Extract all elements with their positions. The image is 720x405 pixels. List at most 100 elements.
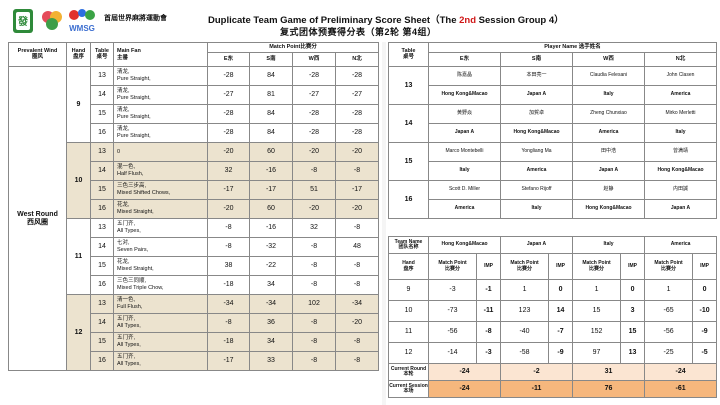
hand-number: 10 [66,142,91,219]
match-point-s: -22 [249,256,293,276]
team-row: Hong Kong&Macao Japan A Italy America [389,85,717,105]
match-point-s: 34 [249,275,293,295]
match-point-n: -34 [334,294,380,314]
main-fan: 三色三同顺, Mixed Triple Chow, [113,275,208,295]
seat-header: S南 [500,52,573,67]
match-point-n: -28 [334,123,380,143]
player-team: Japan A [644,199,717,219]
imp-value: -9 [548,342,574,364]
match-point-n: -20 [334,199,380,219]
player-name: Yongliang Ma [500,142,573,162]
current-round-value: -24 [427,363,502,381]
page-header: 發 WMSG 首屆世界麻將運動會 Duplicate Team Game of … [0,0,720,42]
match-point-s: 84 [249,123,293,143]
hand-number: 11 [66,218,91,295]
main-fan: 清龙, Pure Straight, [113,104,208,124]
current-round-value: -2 [500,363,574,381]
match-point-e: -28 [207,123,250,143]
match-point-e: -18 [207,332,250,352]
match-point-s: -16 [249,218,293,238]
match-point-n: -17 [334,180,380,200]
seat-header: W西 [292,52,336,67]
player-name: 内田誠 [644,180,717,200]
match-point-s: -17 [249,180,293,200]
match-point-e: 32 [207,161,250,181]
seat-header: E东 [428,52,501,67]
match-point-w: -20 [292,199,336,219]
match-point-s: 33 [249,351,293,371]
col-header-player-name: Player Name 选手姓名 [428,42,717,53]
table-number: 13 [388,66,429,105]
match-point-s: 84 [249,104,293,124]
player-team: Hong Kong&Macao [572,199,645,219]
match-point-w: -8 [292,332,336,352]
table-number: 14 [388,104,429,143]
main-fan: 五门齐, All Types, [113,351,208,371]
player-row: 15 Marco Montebelli Yongliang Ma 田中浩 曾满靖 [388,142,717,181]
player-name-table: Table 桌号 Player Name 选手姓名 E东 S南 W西 N北 13 陈嘉晶 本田亮一… [388,42,717,219]
match-point-e: -20 [207,142,250,162]
player-name: 黄野焱 [428,104,501,124]
imp-value: 3 [620,300,646,322]
hand-label: Hand 盘序 [388,253,429,280]
match-point-w: -28 [292,104,336,124]
svg-text:WMSG: WMSG [69,24,95,33]
team-score-table: Team Name 团队名称 Hong Kong&Macao Japan A Italy… [388,236,718,398]
col-header-table: Table 桌号 [388,42,429,67]
match-point-n: -8 [334,332,380,352]
player-team: Japan A [500,85,573,105]
match-point-s: 60 [249,199,293,219]
match-point-e: 38 [207,256,250,276]
match-point-n: -28 [334,104,380,124]
match-point-w: -8 [292,256,336,276]
player-name: Stefano Rijoff [500,180,573,200]
match-point-w: -28 [292,66,336,86]
player-name: Marco Montebelli [428,142,501,162]
current-session-value: -11 [500,380,574,398]
match-point-s: 60 [249,142,293,162]
seat-header: N北 [644,52,717,67]
match-point-value: -58 [500,342,550,364]
table-row: West Round 西风圈 9 13 清龙, Pure Straight, -28 84 -2… [8,66,380,371]
hand-number: 11 [388,321,429,343]
seat-header: E东 [207,52,250,67]
table-number: 14 [90,237,114,257]
hand-number: 9 [388,279,429,301]
team-name: Japan A [500,236,574,254]
player-team: Italy [500,199,573,219]
player-row: 14 黄野焱 加賀卓 Zheng Chunxiao Mirko Merletti [388,104,717,143]
table-number: 15 [90,332,114,352]
imp-header: IMP [692,253,718,280]
match-point-w: -20 [292,142,336,162]
imp-value: -5 [692,342,718,364]
match-point-e: -28 [207,66,250,86]
team-row: America Italy Hong Kong&Macao Japan A [389,199,717,219]
match-point-value: 97 [572,342,622,364]
player-row: 16 Scott D. Miller Stefano Rijoff 赵静 内田誠 [388,180,717,219]
main-fan: 清龙, Pure Straight, [113,66,208,86]
imp-value: 0 [692,279,718,301]
player-team: Italy [644,123,717,143]
match-point-s: 36 [249,313,293,333]
match-point-s: -32 [249,237,293,257]
page-title-en: Duplicate Team Game of Preliminary Score… [208,15,564,26]
match-point-value: -14 [428,342,477,364]
match-point-e: -8 [207,237,250,257]
team-row: Italy America Japan A Hong Kong&Macao [389,161,717,181]
player-team: Japan A [572,161,645,181]
match-point-s: 34 [249,332,293,352]
table-number: 14 [90,313,114,333]
col-header-match-point: Match Point比赛分 [206,42,380,53]
main-fan: 清龙, Pure Straight, [113,85,208,105]
table-row: 12 13 清一色, Full Flush, -34 -34 102 -34 [9,294,380,371]
player-name: 曾满靖 [644,142,717,162]
match-point-header: Match Point 比赛分 [644,253,694,280]
match-point-header: Match Point 比赛分 [500,253,550,280]
table-number: 16 [90,275,114,295]
table-row: 16 清龙, Pure Straight, -28 84 -28 -28 [9,123,380,143]
table-row: 9 -3 -1 1 0 1 0 1 0 [388,279,718,301]
team-row: Japan A Hong Kong&Macao America Italy [389,123,717,143]
match-point-e: -18 [207,275,250,295]
match-point-value: -3 [428,279,477,301]
mahjong-tile-logo-icon: 發 [13,9,33,33]
